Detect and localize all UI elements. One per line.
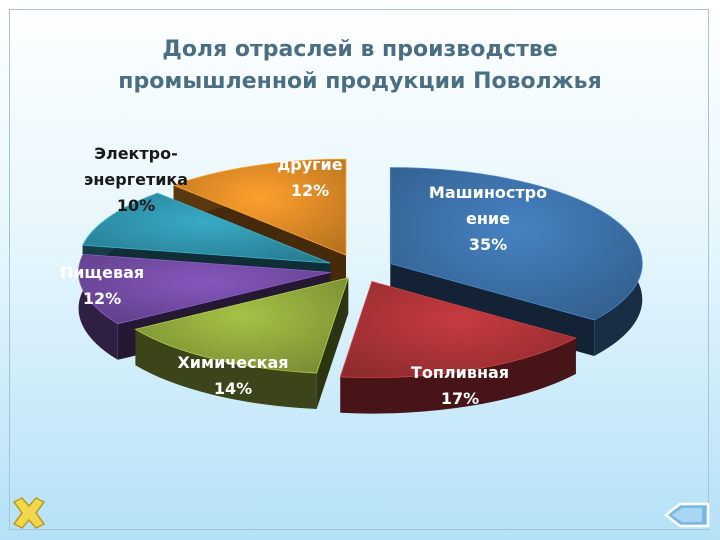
slice-name-label: Химическая xyxy=(177,353,288,372)
pie-slice-6 xyxy=(172,158,347,292)
slice-name-label: Пищевая xyxy=(60,263,144,282)
pie-slice-side xyxy=(78,254,118,360)
slice-label-5: Электро-энергетика 10% xyxy=(84,144,188,215)
slice-name-label: энергетика xyxy=(84,170,188,189)
slice-name-label: Топливная xyxy=(411,363,509,382)
slice-percent-label: 12% xyxy=(83,289,121,308)
slice-label-2: Топливная 17% xyxy=(411,363,509,408)
close-x-icon[interactable] xyxy=(10,496,48,530)
slice-name-label: ение xyxy=(466,209,510,228)
slice-percent-label: 14% xyxy=(214,379,252,398)
chart-title-line-2: промышленной продукции Поволжья xyxy=(118,69,602,94)
slice-name-label: другие xyxy=(277,155,342,174)
slice-percent-label: 35% xyxy=(469,235,507,254)
pie-slice-top xyxy=(339,281,577,378)
slice-label-4: Пищевая 12% xyxy=(60,263,144,308)
slice-percent-label: 17% xyxy=(441,389,479,408)
slice-label-1: Машиностро ение 35% xyxy=(429,183,547,254)
chart-title: Доля отраслей в производстве промышленно… xyxy=(0,34,720,98)
slide-frame xyxy=(9,9,709,530)
slice-name-label: Машиностро xyxy=(429,183,547,202)
pie-slice-side xyxy=(135,329,317,410)
slice-percent-label: 10% xyxy=(117,196,155,215)
slice-label-3: Химическая 14% xyxy=(177,353,288,398)
chart-title-line-1: Доля отраслей в производстве xyxy=(162,37,558,62)
slice-percent-label: 12% xyxy=(291,181,329,200)
pie-slice-top xyxy=(78,253,331,325)
pie-slice-side xyxy=(340,337,576,414)
pie-slice-top xyxy=(389,167,643,321)
pie-slice-top xyxy=(134,277,349,374)
pie-slice-top xyxy=(172,158,347,256)
pie-slice-3 xyxy=(134,277,349,410)
slice-label-6: другие 12% xyxy=(277,155,342,200)
pie-slice-top xyxy=(82,192,331,264)
pie-slice-2 xyxy=(339,281,577,414)
back-arrow-icon[interactable] xyxy=(664,502,710,528)
slice-name-label: Электро- xyxy=(94,144,178,163)
